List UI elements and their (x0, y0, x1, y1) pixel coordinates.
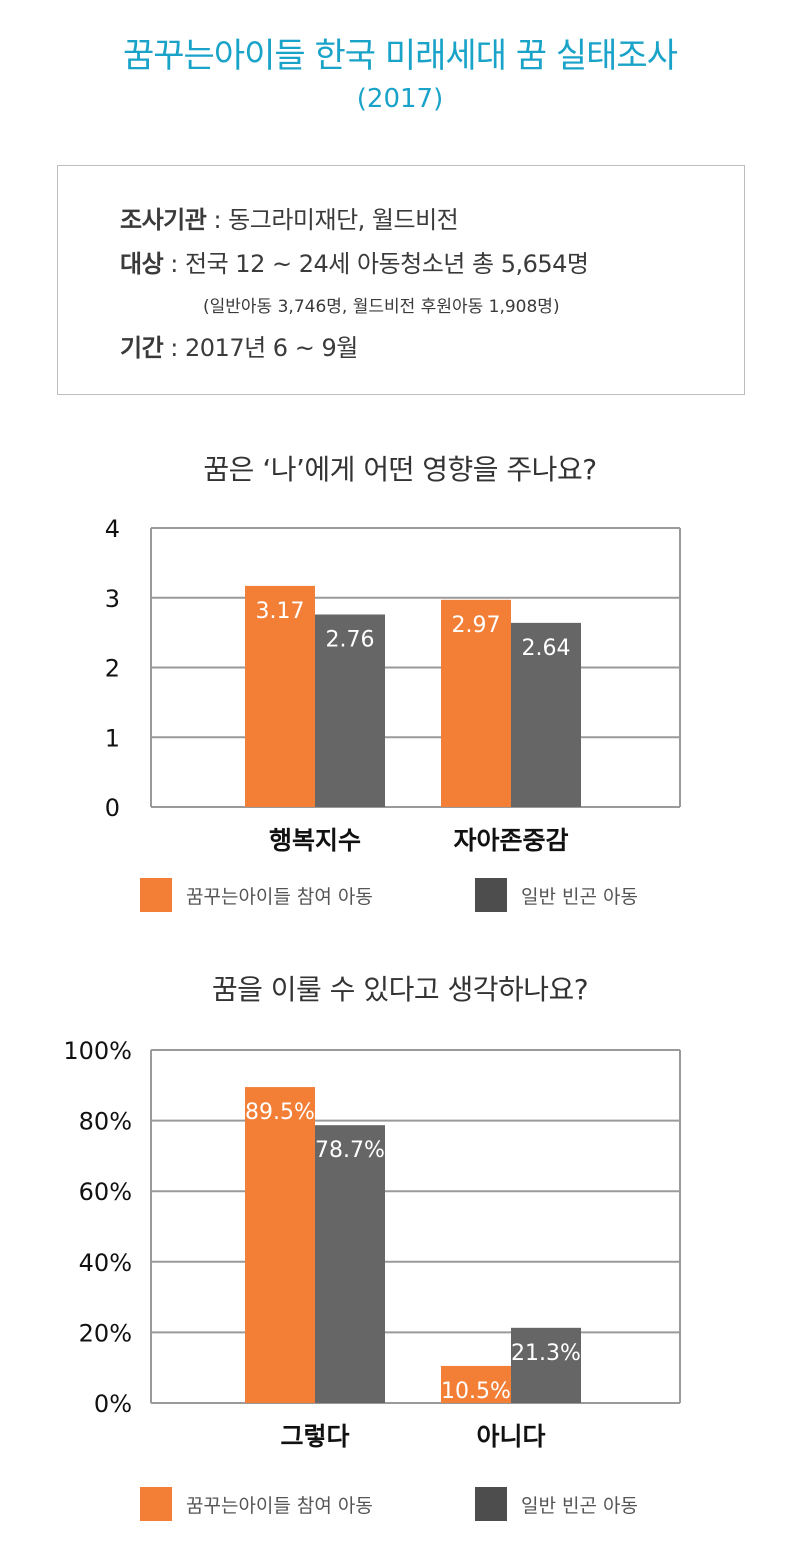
chart1-dream-effect: 0 1 2 3 4 3.17 2.76 행복지수 2.97 2.64 자아존중감 (105, 515, 681, 855)
chart1-data-label: 2.76 (326, 627, 375, 652)
chart2-ytick-label: 80% (79, 1108, 132, 1136)
legend-swatch-orange (140, 878, 172, 912)
chart1-category-label: 행복지수 (269, 826, 361, 855)
chart1-data-label: 3.17 (256, 599, 305, 624)
chart1-bar-participant (441, 599, 511, 807)
chart2-ytick-label: 60% (79, 1178, 132, 1206)
chart1-bar-general (511, 622, 581, 807)
chart2-data-label: 78.7% (315, 1138, 385, 1163)
chart2-bar-general (315, 1125, 385, 1403)
chart1-legend-item-general: 일반 빈곤 아동 (475, 878, 638, 912)
chart2-ytick-label: 0% (94, 1390, 132, 1418)
chart2-data-label: 21.3% (511, 1341, 581, 1366)
legend-label-general: 일반 빈곤 아동 (521, 885, 638, 908)
chart2-category-label: 그렇다 (280, 1422, 349, 1451)
info-period-line: 기간 : 2017년 6 ~ 9월 (120, 328, 358, 363)
chart2-legend-item-general: 일반 빈곤 아동 (475, 1487, 638, 1521)
legend-label-participant: 꿈꾸는아이들 참여 아동 (186, 1494, 373, 1517)
chart1-legend-item-participant: 꿈꾸는아이들 참여 아동 (140, 878, 373, 912)
info-target-line: 대상 : 전국 12 ~ 24세 아동청소년 총 5,654명 (120, 244, 589, 279)
chart1-legend: 꿈꾸는아이들 참여 아동 일반 빈곤 아동 (0, 878, 800, 912)
chart2-category-label: 아니다 (476, 1422, 545, 1451)
chart2-ytick-label: 100% (63, 1037, 132, 1065)
chart1-title: 꿈은 ‘나’에게 어떤 영향을 주나요? (203, 453, 597, 486)
info-period-value: : 2017년 6 ~ 9월 (163, 334, 358, 362)
page-title: 꿈꾸는아이들 한국 미래세대 꿈 실태조사 (123, 36, 678, 76)
chart2-legend: 꿈꾸는아이들 참여 아동 일반 빈곤 아동 (0, 1487, 800, 1521)
chart2-bar-participant (441, 1365, 511, 1403)
chart2-title: 꿈을 이룰 수 있다고 생각하나요? (211, 973, 589, 1006)
chart1-data-label: 2.64 (522, 636, 571, 661)
chart1-ytick-label: 4 (105, 515, 120, 543)
chart1-ytick-label: 3 (105, 585, 120, 613)
page-subtitle-year: (2017) (356, 84, 444, 114)
info-target-detail: (일반아동 3,746명, 월드비전 후원아동 1,908명) (203, 297, 560, 317)
chart2-bar-general (511, 1327, 581, 1403)
survey-info-box: 조사기관 : 동그라미재단, 월드비전 대상 : 전국 12 ~ 24세 아동청… (57, 165, 745, 395)
chart2-legend-item-participant: 꿈꾸는아이들 참여 아동 (140, 1487, 373, 1521)
legend-swatch-gray (475, 1487, 507, 1521)
info-org-label: 조사기관 (120, 206, 207, 234)
legend-label-participant: 꿈꾸는아이들 참여 아동 (186, 885, 373, 908)
chart2-bar-participant (245, 1087, 315, 1403)
info-org-value: : 동그라미재단, 월드비전 (206, 206, 459, 234)
info-target-label: 대상 (120, 250, 164, 278)
legend-swatch-orange (140, 1487, 172, 1521)
chart1-bar-participant (245, 585, 315, 807)
chart2-dream-achievable: 0% 20% 40% 60% 80% 100% 89.5%78.7% 그렇다 10.5%21.3… (63, 1037, 681, 1451)
chart1-ytick-label: 1 (105, 724, 120, 752)
chart1-ytick-label: 0 (105, 794, 120, 822)
chart2-ytick-label: 40% (79, 1249, 132, 1277)
info-target-value: : 전국 12 ~ 24세 아동청소년 총 5,654명 (163, 250, 589, 278)
info-org-line: 조사기관 : 동그라미재단, 월드비전 (120, 200, 459, 235)
chart1-ytick-label: 2 (105, 655, 120, 683)
chart2-data-label: 10.5% (441, 1379, 511, 1404)
info-period-label: 기간 (120, 334, 164, 362)
legend-swatch-gray (475, 878, 507, 912)
chart2-ytick-label: 20% (79, 1319, 132, 1347)
chart1-data-label: 2.97 (452, 613, 501, 638)
chart1-category-label: 자아존중감 (453, 826, 568, 855)
legend-label-general: 일반 빈곤 아동 (521, 1494, 638, 1517)
chart1-bar-general (315, 614, 385, 807)
chart2-data-label: 89.5% (245, 1100, 315, 1125)
